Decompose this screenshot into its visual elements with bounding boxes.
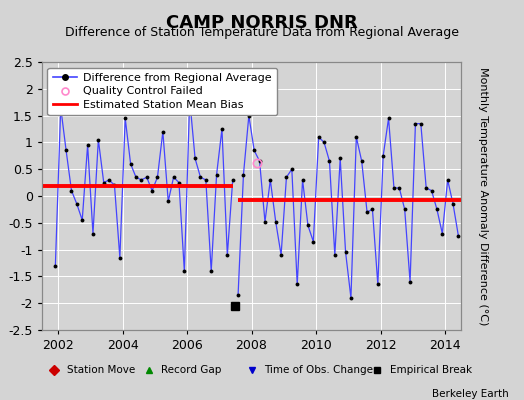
Text: CAMP NORRIS DNR: CAMP NORRIS DNR <box>166 14 358 32</box>
Text: Berkeley Earth: Berkeley Earth <box>432 389 508 399</box>
Text: Empirical Break: Empirical Break <box>390 365 472 375</box>
Text: Record Gap: Record Gap <box>161 365 222 375</box>
Legend: Difference from Regional Average, Quality Control Failed, Estimated Station Mean: Difference from Regional Average, Qualit… <box>48 68 277 115</box>
Y-axis label: Monthly Temperature Anomaly Difference (°C): Monthly Temperature Anomaly Difference (… <box>478 67 488 325</box>
Text: Station Move: Station Move <box>67 365 135 375</box>
Text: Time of Obs. Change: Time of Obs. Change <box>264 365 373 375</box>
Text: Difference of Station Temperature Data from Regional Average: Difference of Station Temperature Data f… <box>65 26 459 39</box>
